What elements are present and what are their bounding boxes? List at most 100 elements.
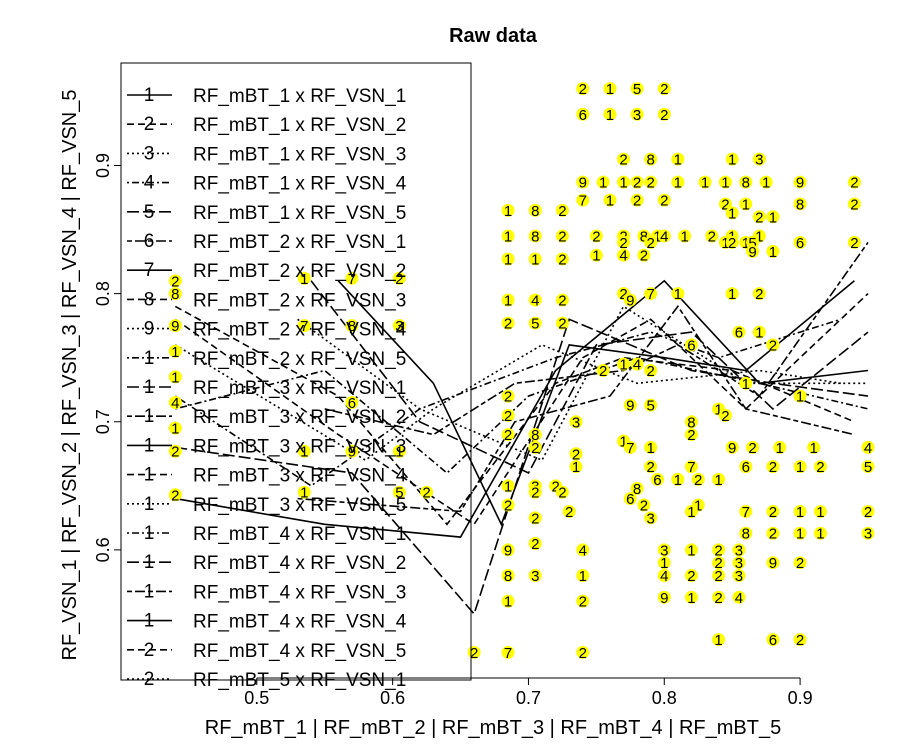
point-label: 4 bbox=[732, 590, 746, 607]
point-label: 1 bbox=[793, 504, 807, 521]
point-highlight bbox=[684, 504, 698, 518]
point-label-text: 2 bbox=[755, 209, 763, 226]
point-label-text: 1 bbox=[816, 504, 824, 521]
point-label-text: 8 bbox=[687, 414, 695, 431]
point-highlight bbox=[657, 107, 671, 121]
point-highlight bbox=[501, 645, 515, 659]
point-label-text: 3 bbox=[647, 510, 655, 527]
point-highlight bbox=[746, 440, 760, 454]
point-label: 1 bbox=[739, 376, 753, 393]
point-label-text: 2 bbox=[796, 555, 804, 572]
point-highlight bbox=[528, 229, 542, 243]
point-highlight bbox=[671, 472, 685, 486]
point-label-text: 2 bbox=[619, 235, 627, 252]
point-label: 8 bbox=[345, 318, 359, 335]
legend-label: RF_mBT_5 x RF_VSN_1 bbox=[193, 670, 406, 691]
point-label-text: 2 bbox=[504, 389, 512, 406]
point-highlight bbox=[732, 325, 746, 339]
point-label: 2 bbox=[555, 252, 569, 269]
legend-symbol: 1 bbox=[144, 611, 155, 632]
point-label: 1 bbox=[766, 244, 780, 261]
point-label: 2 bbox=[630, 193, 644, 210]
point-label-text: 1 bbox=[300, 271, 308, 288]
point-label-text: 8 bbox=[531, 228, 539, 245]
point-label: 2 bbox=[576, 81, 590, 98]
point-label-text: 9 bbox=[348, 444, 356, 461]
point-highlight bbox=[793, 460, 807, 474]
x-tick-label: 0.7 bbox=[516, 688, 541, 708]
legend-label: RF_mBT_2 x RF_VSN_3 bbox=[193, 290, 406, 311]
point-highlight bbox=[630, 175, 644, 189]
point-label: 9 bbox=[657, 590, 671, 607]
legend-item: 2 RF_mBT_5 x RF_VSN_1 bbox=[127, 669, 406, 691]
point-highlight bbox=[718, 175, 732, 189]
point-label-text: 2 bbox=[748, 440, 756, 457]
point-label: 6 bbox=[793, 235, 807, 252]
point-label: 2 bbox=[712, 555, 726, 572]
point-label: 1 bbox=[501, 293, 515, 310]
point-highlight bbox=[671, 287, 685, 301]
point-label: 2 bbox=[555, 316, 569, 333]
point-label-text: 1 bbox=[572, 459, 580, 476]
point-label-text: 4 bbox=[735, 590, 743, 607]
point-label-text: 1 bbox=[606, 81, 614, 98]
point-label: 3 bbox=[732, 542, 746, 559]
point-highlight bbox=[650, 472, 664, 486]
point-label: 2 bbox=[691, 472, 705, 489]
point-label: 2 bbox=[637, 498, 651, 515]
point-highlight bbox=[712, 569, 726, 582]
point-highlight bbox=[793, 504, 807, 518]
point-label-text: 1 bbox=[796, 389, 804, 406]
point-label: 7 bbox=[684, 459, 698, 476]
point-label: 2 bbox=[528, 485, 542, 502]
point-label: 2 bbox=[576, 594, 590, 611]
point-highlight bbox=[766, 210, 780, 224]
point-label: 2 bbox=[168, 273, 182, 290]
point-highlight bbox=[712, 556, 726, 570]
point-highlight bbox=[766, 504, 780, 518]
point-label: 5 bbox=[644, 398, 658, 415]
legend-symbol: 1 bbox=[144, 494, 155, 515]
point-label-text: 8 bbox=[348, 318, 356, 335]
point-label-text: 3 bbox=[735, 568, 743, 585]
point-highlight bbox=[501, 389, 515, 403]
x-tick-label: 0.9 bbox=[788, 688, 813, 708]
point-label-text: 2 bbox=[755, 286, 763, 303]
legend-label: RF_mBT_3 x RF_VSN_1 bbox=[193, 378, 406, 399]
point-label-text: 2 bbox=[171, 487, 179, 504]
point-highlight bbox=[759, 175, 773, 189]
point-label: 2 bbox=[725, 235, 739, 252]
point-label-text: 1 bbox=[728, 152, 736, 169]
point-highlight bbox=[501, 203, 515, 217]
legend-item: 1 RF_mBT_4 x RF_VSN_1 bbox=[127, 523, 406, 545]
point-label-text: 7 bbox=[742, 504, 750, 521]
point-label: 9 bbox=[746, 244, 760, 261]
point-label-text: 2 bbox=[769, 526, 777, 543]
point-label: 5 bbox=[630, 81, 644, 98]
point-label-text: 1 bbox=[504, 203, 512, 220]
point-label-text: 8 bbox=[171, 286, 179, 303]
point-label: 1 bbox=[813, 526, 827, 543]
point-label: 2 bbox=[501, 389, 515, 406]
point-highlight bbox=[712, 543, 726, 557]
point-label-text: 1 bbox=[579, 568, 587, 585]
series-line-2 bbox=[174, 293, 869, 526]
point-highlight bbox=[705, 229, 719, 243]
point-label-text: 2 bbox=[504, 408, 512, 425]
legend-item: 7 RF_mBT_2 x RF_VSN_2 bbox=[127, 260, 406, 282]
point-label-text: 2 bbox=[687, 427, 695, 444]
point-label-text: 6 bbox=[742, 459, 750, 476]
legend-item: 1 RF_mBT_3 x RF_VSN_4 bbox=[127, 465, 407, 487]
point-highlight bbox=[630, 82, 644, 96]
point-label-text: 4 bbox=[171, 395, 179, 412]
point-highlight bbox=[168, 344, 182, 358]
point-label: 8 bbox=[528, 427, 542, 444]
point-label: 3 bbox=[569, 414, 583, 431]
point-label-text: 1 bbox=[504, 478, 512, 495]
legend-label: RF_mBT_2 x RF_VSN_4 bbox=[193, 320, 407, 341]
point-label-text: 2 bbox=[558, 485, 566, 502]
point-highlight bbox=[725, 235, 739, 249]
point-label-text: 2 bbox=[619, 152, 627, 169]
point-highlight bbox=[766, 633, 780, 647]
point-label: 1 bbox=[739, 196, 753, 213]
